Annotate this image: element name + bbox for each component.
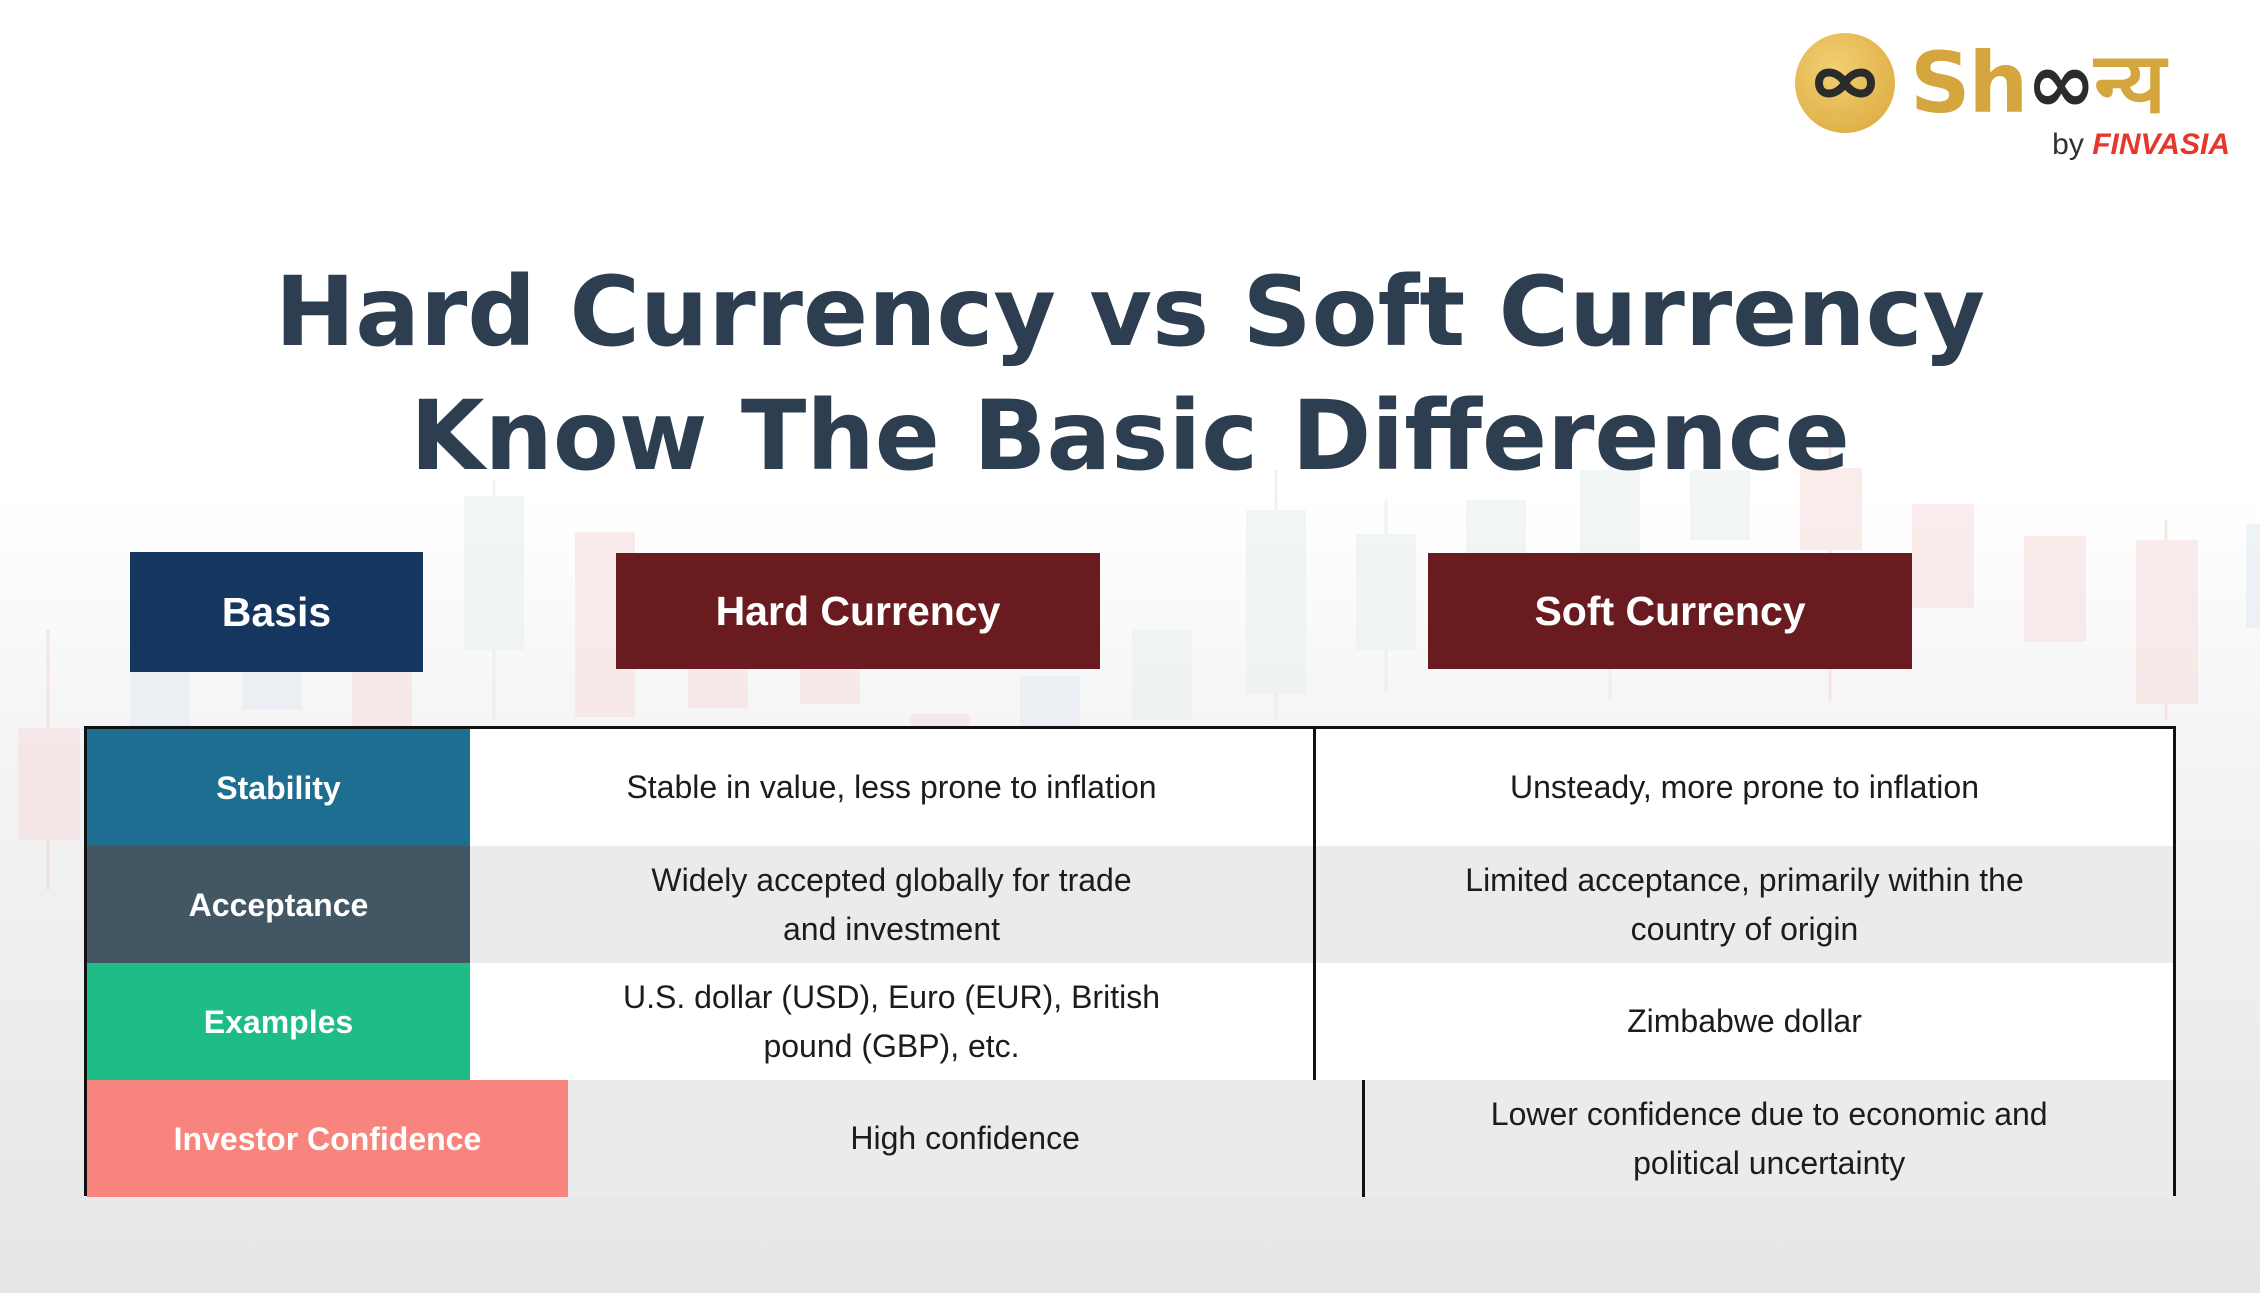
- table-row: Acceptance Widely accepted globally for …: [87, 846, 2173, 963]
- hard-currency-cell: Widely accepted globally for trade and i…: [470, 846, 1316, 963]
- cell-text: Widely accepted globally for trade and i…: [622, 856, 1162, 954]
- basis-cell: Acceptance: [87, 846, 470, 963]
- logo-byline: by FINVASIA: [2052, 128, 2230, 162]
- logo-word-light: Sh: [1910, 34, 2026, 132]
- brand-logo[interactable]: Sh∞न्य by FINVASIA: [1790, 28, 2230, 168]
- page-title: Hard Currency vs Soft Currency Know The …: [0, 250, 2260, 498]
- cell-text: Limited acceptance, primarily within the…: [1445, 856, 2045, 954]
- infinity-logo-icon: [1795, 33, 1895, 133]
- soft-currency-cell: Zimbabwe dollar: [1316, 963, 2173, 1080]
- basis-cell: Investor Confidence: [87, 1080, 568, 1197]
- title-line-1: Hard Currency vs Soft Currency: [0, 250, 2260, 374]
- table-row: Examples U.S. dollar (USD), Euro (EUR), …: [87, 963, 2173, 1080]
- basis-cell: Examples: [87, 963, 470, 1080]
- table-row: Investor Confidence High confidence Lowe…: [87, 1080, 2173, 1197]
- table-row: Stability Stable in value, less prone to…: [87, 729, 2173, 846]
- logo-brand-name: FINVASIA: [2092, 128, 2230, 161]
- hard-currency-cell: Stable in value, less prone to inflation: [470, 729, 1316, 846]
- soft-currency-cell: Lower confidence due to economic and pol…: [1365, 1080, 2173, 1197]
- logo-by-label: by: [2052, 128, 2084, 161]
- cell-text: Unsteady, more prone to inflation: [1435, 763, 2055, 812]
- comparison-table: Stability Stable in value, less prone to…: [84, 726, 2176, 1196]
- logo-word-dark: ∞: [2026, 34, 2094, 132]
- cell-text: U.S. dollar (USD), Euro (EUR), British p…: [612, 973, 1172, 1071]
- title-line-2: Know The Basic Difference: [0, 374, 2260, 498]
- cell-text: Zimbabwe dollar: [1435, 997, 2055, 1046]
- cell-text: High confidence: [685, 1114, 1245, 1163]
- logo-wordmark: Sh∞न्य: [1910, 22, 2164, 137]
- header-basis: Basis: [130, 552, 423, 672]
- cell-text: Lower confidence due to economic and pol…: [1449, 1090, 2089, 1188]
- header-soft-currency: Soft Currency: [1428, 553, 1912, 669]
- header-hard-currency: Hard Currency: [616, 553, 1100, 669]
- cell-text: Stable in value, less prone to inflation: [612, 763, 1172, 812]
- soft-currency-cell: Unsteady, more prone to inflation: [1316, 729, 2173, 846]
- hard-currency-cell: High confidence: [568, 1080, 1365, 1197]
- logo-word-tail: न्य: [2094, 34, 2164, 132]
- soft-currency-cell: Limited acceptance, primarily within the…: [1316, 846, 2173, 963]
- basis-cell: Stability: [87, 729, 470, 846]
- hard-currency-cell: U.S. dollar (USD), Euro (EUR), British p…: [470, 963, 1316, 1080]
